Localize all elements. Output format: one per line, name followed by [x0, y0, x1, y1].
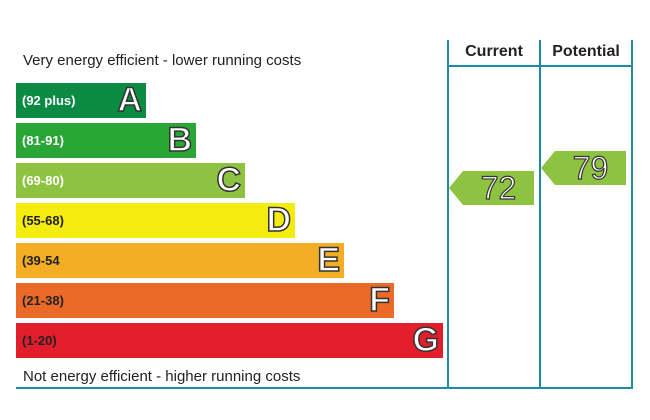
band-b: (81-91) B	[16, 120, 196, 160]
band-range-label: (39-54	[22, 253, 60, 268]
band-e: (39-54 E	[16, 240, 344, 280]
band-letter: B	[167, 120, 193, 160]
bottom-caption: Not energy efficient - higher running co…	[23, 368, 301, 385]
band-range-label: (55-68)	[22, 213, 64, 228]
band-range-label: (69-80)	[22, 173, 64, 188]
band-letter: G	[412, 320, 440, 360]
band-a: (92 plus) A	[16, 80, 146, 120]
band-range-label: (92 plus)	[22, 93, 76, 108]
band-letter: F	[368, 280, 390, 320]
band-letter: A	[117, 80, 143, 120]
potential-right-line	[631, 40, 633, 389]
band-f: (21-38) F	[16, 280, 394, 320]
current-rating-value: 72	[480, 170, 517, 206]
band-letter: E	[317, 240, 341, 280]
band-letter: C	[216, 160, 242, 200]
band-range-label: (21-38)	[22, 293, 64, 308]
bottom-border-line	[16, 387, 633, 389]
top-caption: Very energy efficient - lower running co…	[23, 52, 302, 69]
potential-column-title: Potential	[552, 43, 620, 60]
band-g: (1-20) G	[16, 320, 443, 360]
band-range-label: (1-20)	[22, 333, 57, 348]
current-column-title: Current	[465, 43, 523, 60]
band-letter: D	[266, 200, 292, 240]
potential-rating-value: 79	[572, 150, 609, 186]
potential-rating-arrow: 79	[541, 151, 626, 185]
current-left-line	[447, 40, 449, 389]
current-right-line	[539, 40, 541, 389]
current-rating-arrow: 72	[449, 171, 534, 205]
band-c: (69-80) C	[16, 160, 245, 200]
band-range-label: (81-91)	[22, 133, 64, 148]
band-d: (55-68) D	[16, 200, 295, 240]
